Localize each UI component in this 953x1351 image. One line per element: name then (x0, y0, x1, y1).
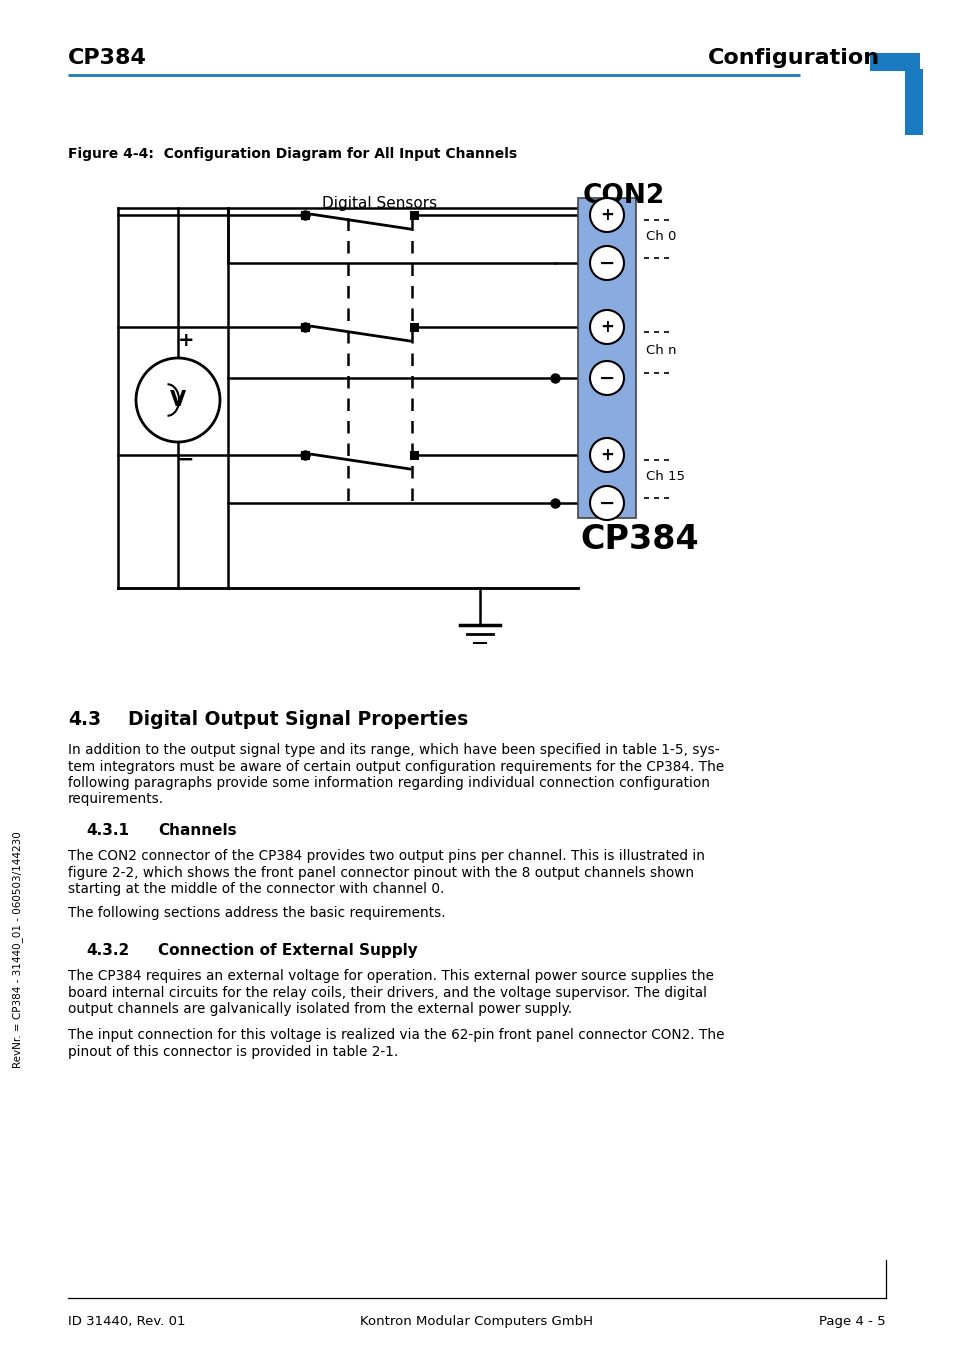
Text: output channels are galvanically isolated from the external power supply.: output channels are galvanically isolate… (68, 1002, 572, 1016)
Text: RevNr. = CP384 - 31440_01 - 060503/144230: RevNr. = CP384 - 31440_01 - 060503/14423… (12, 832, 24, 1069)
Text: CON2: CON2 (582, 182, 664, 209)
Bar (301, 323, 310, 331)
Text: 4.3: 4.3 (68, 711, 101, 730)
Text: Ch 0: Ch 0 (645, 231, 676, 243)
Circle shape (136, 358, 220, 442)
Text: 4.3.1: 4.3.1 (86, 823, 129, 838)
Bar (578, 199, 636, 517)
Circle shape (589, 309, 623, 345)
Text: Ch 15: Ch 15 (645, 470, 684, 484)
Bar (410, 450, 418, 459)
Text: figure 2-2, which shows the front panel connector pinout with the 8 output chann: figure 2-2, which shows the front panel … (68, 866, 694, 880)
Text: Connection of External Supply: Connection of External Supply (158, 943, 417, 958)
Bar (410, 211, 418, 219)
Text: Page 4 - 5: Page 4 - 5 (819, 1315, 885, 1328)
Text: starting at the middle of the connector with channel 0.: starting at the middle of the connector … (68, 882, 444, 896)
Circle shape (589, 486, 623, 520)
Text: Digital Sensors: Digital Sensors (322, 196, 437, 211)
Text: −: − (598, 254, 615, 273)
Circle shape (589, 361, 623, 394)
Text: Channels: Channels (158, 823, 236, 838)
Text: −: − (177, 450, 194, 470)
Text: +: + (177, 331, 194, 350)
Text: The CP384 requires an external voltage for operation. This external power source: The CP384 requires an external voltage f… (68, 969, 713, 984)
Text: Configuration: Configuration (707, 49, 879, 68)
Bar (410, 323, 418, 331)
Text: −: − (598, 493, 615, 512)
Text: Figure 4-4:  Configuration Diagram for All Input Channels: Figure 4-4: Configuration Diagram for Al… (68, 147, 517, 161)
Text: CP384: CP384 (579, 523, 698, 557)
Text: requirements.: requirements. (68, 793, 164, 807)
Text: +: + (599, 317, 614, 336)
Text: CP384: CP384 (68, 49, 147, 68)
Text: The input connection for this voltage is realized via the 62-pin front panel con: The input connection for this voltage is… (68, 1028, 723, 1043)
Text: tem integrators must be aware of certain output configuration requirements for t: tem integrators must be aware of certain… (68, 759, 723, 774)
Text: following paragraphs provide some information regarding individual connection co: following paragraphs provide some inform… (68, 775, 709, 790)
Bar (301, 450, 310, 459)
Text: In addition to the output signal type and its range, which have been specified i: In addition to the output signal type an… (68, 743, 719, 757)
Text: pinout of this connector is provided in table 2-1.: pinout of this connector is provided in … (68, 1046, 397, 1059)
Circle shape (589, 246, 623, 280)
Circle shape (589, 438, 623, 471)
Text: +: + (599, 205, 614, 224)
Circle shape (589, 199, 623, 232)
Text: ID 31440, Rev. 01: ID 31440, Rev. 01 (68, 1315, 185, 1328)
Text: −: − (598, 369, 615, 388)
Text: Digital Output Signal Properties: Digital Output Signal Properties (128, 711, 468, 730)
Text: 4.3.2: 4.3.2 (86, 943, 129, 958)
Text: The CON2 connector of the CP384 provides two output pins per channel. This is il: The CON2 connector of the CP384 provides… (68, 848, 704, 863)
Text: Kontron Modular Computers GmbH: Kontron Modular Computers GmbH (360, 1315, 593, 1328)
Text: The following sections address the basic requirements.: The following sections address the basic… (68, 907, 445, 920)
Bar (301, 211, 310, 219)
Text: board internal circuits for the relay coils, their drivers, and the voltage supe: board internal circuits for the relay co… (68, 985, 706, 1000)
Text: Ch n: Ch n (645, 345, 676, 357)
Text: +: + (599, 446, 614, 463)
Text: V: V (170, 390, 186, 409)
